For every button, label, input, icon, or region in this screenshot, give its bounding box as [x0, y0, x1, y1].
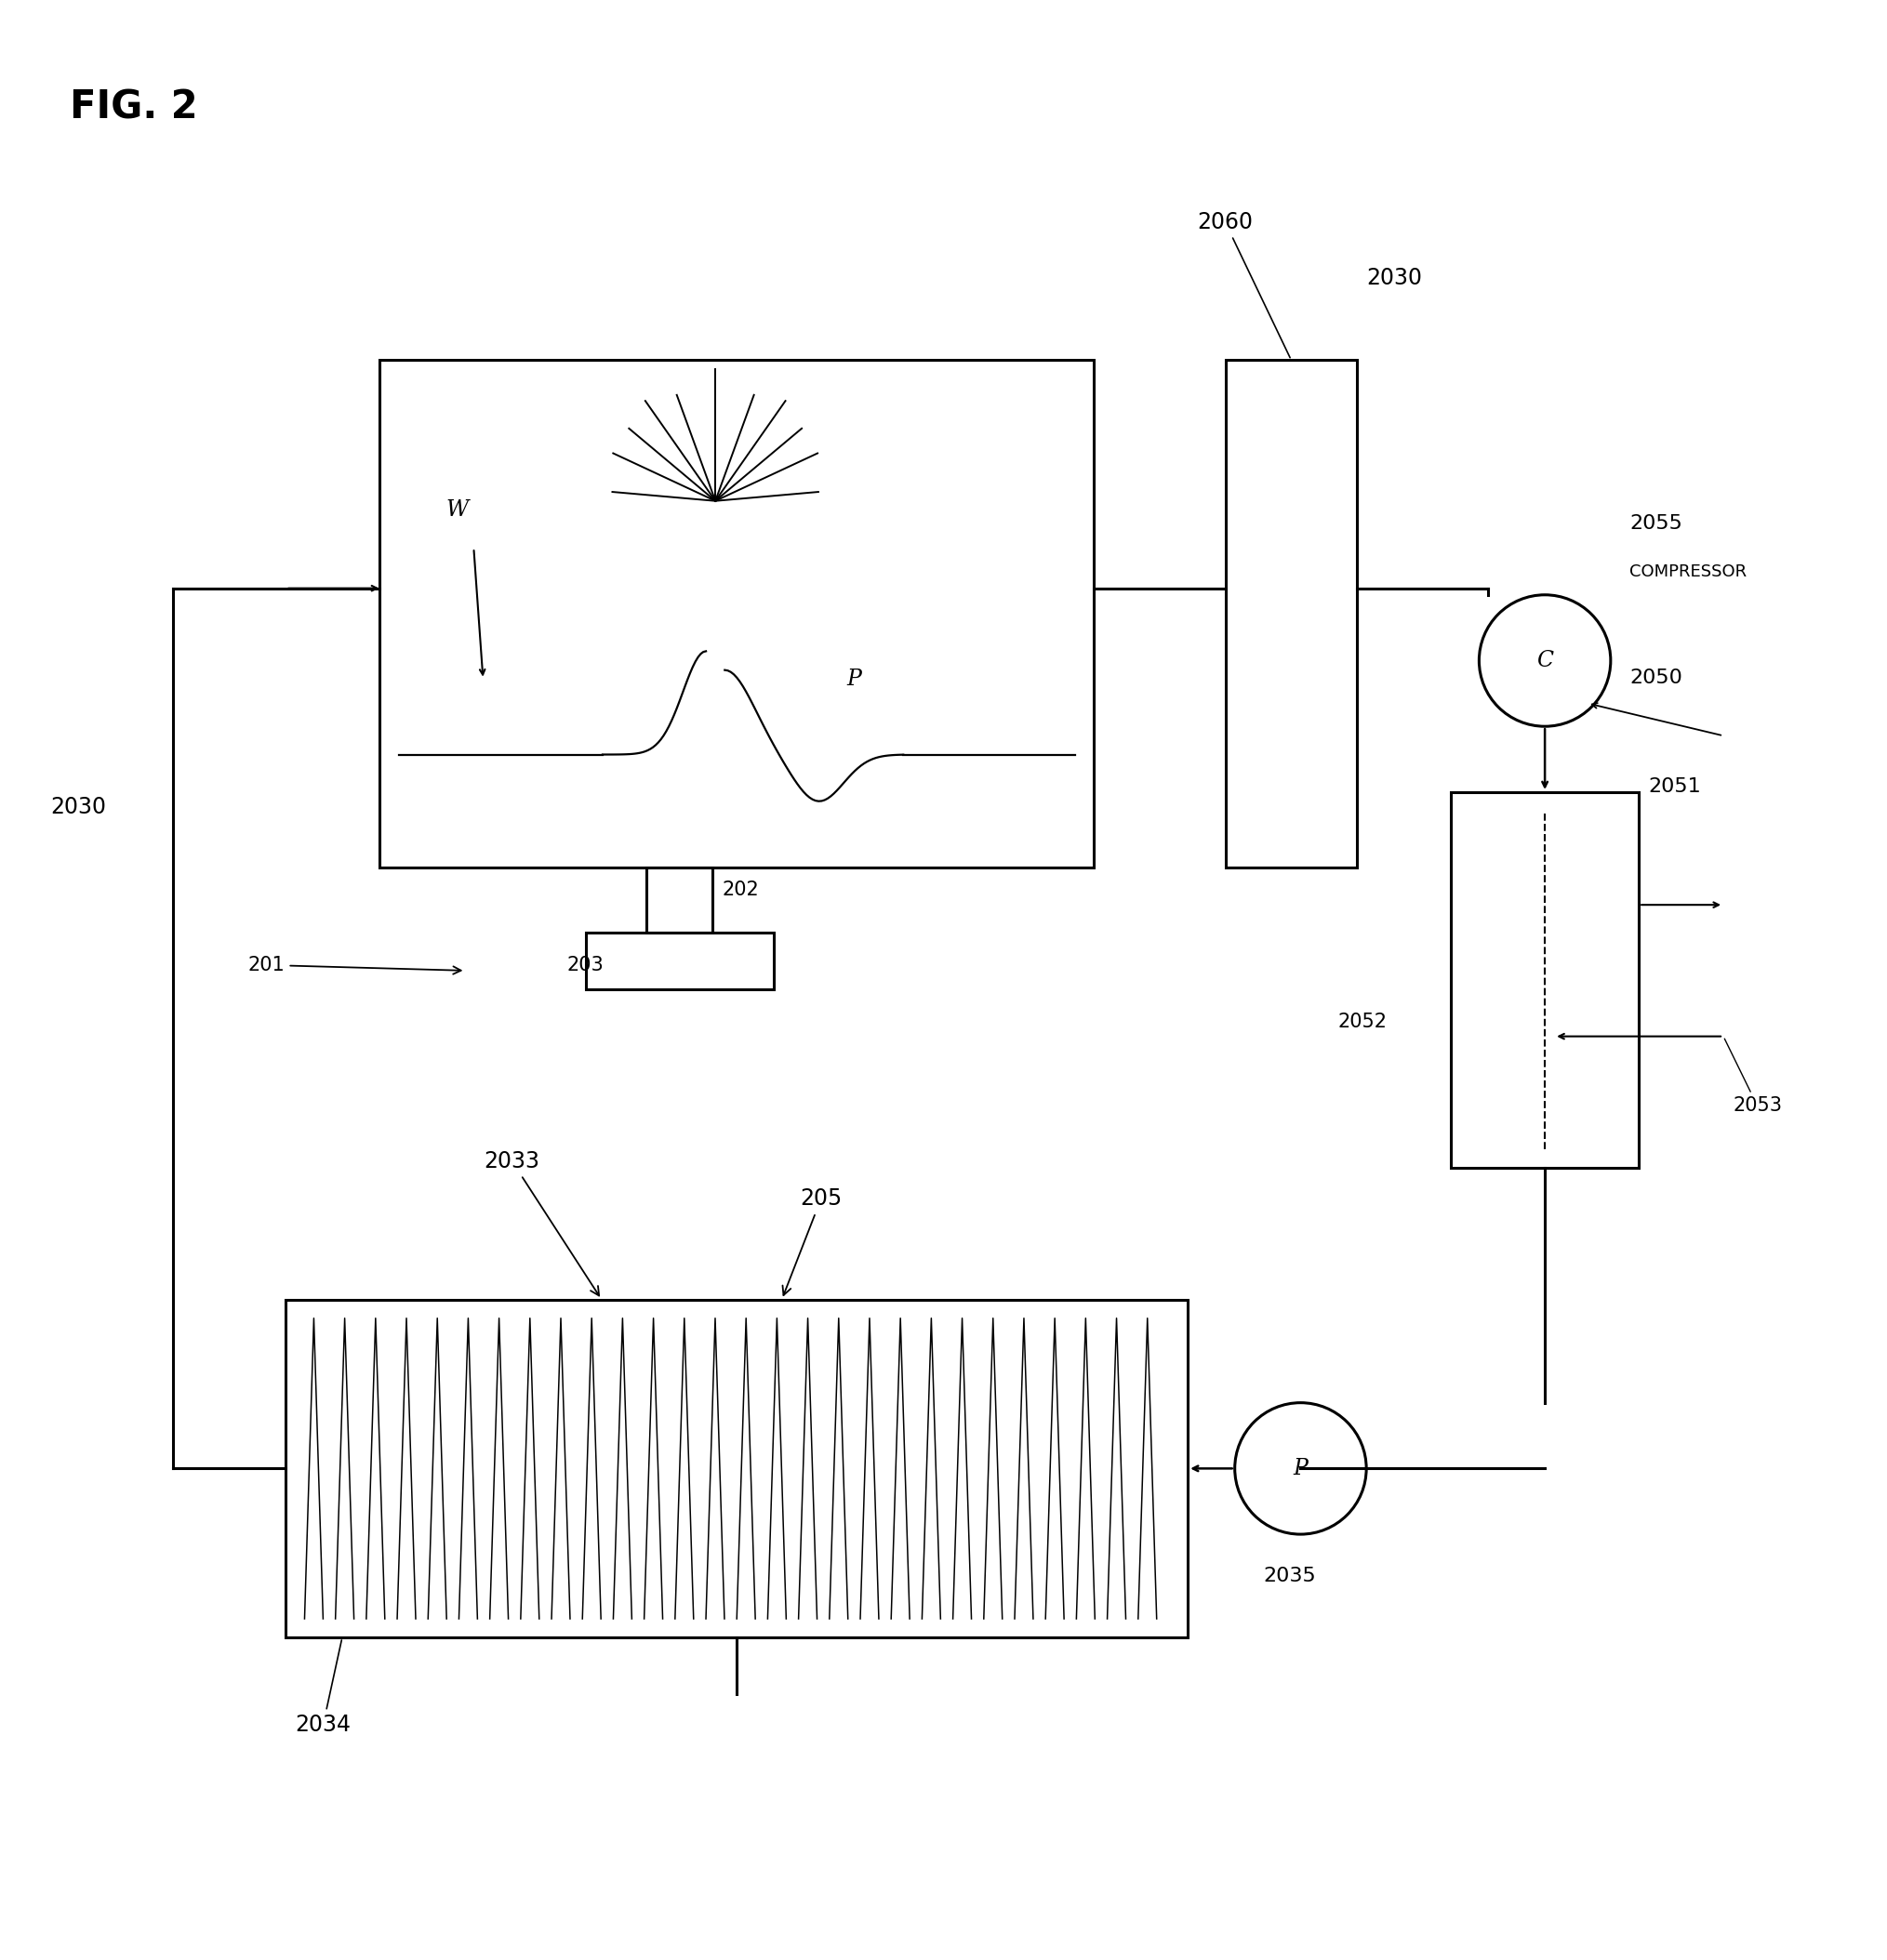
Text: C: C [1536, 651, 1553, 670]
Text: 205: 205 [783, 1188, 842, 1296]
Bar [585, 933, 774, 990]
Text: COMPRESSOR: COMPRESSOR [1630, 563, 1747, 580]
Bar [647, 866, 713, 933]
Text: 2055: 2055 [1630, 514, 1683, 533]
Text: P: P [1293, 1458, 1308, 1480]
Text: 2051: 2051 [1647, 778, 1700, 796]
Bar [1225, 361, 1357, 866]
Text: 201: 201 [249, 956, 460, 974]
Text: 2033: 2033 [485, 1151, 598, 1296]
Text: 2052: 2052 [1338, 1011, 1387, 1031]
Text: 2034: 2034 [294, 1641, 351, 1737]
Bar [379, 361, 1094, 866]
Text: 203: 203 [566, 956, 604, 974]
Text: P: P [847, 668, 862, 690]
Text: W: W [445, 500, 468, 521]
Bar [1451, 792, 1638, 1168]
Text: 2035: 2035 [1262, 1566, 1315, 1586]
Bar [285, 1299, 1187, 1637]
Text: 2030: 2030 [1366, 267, 1423, 290]
Text: 2053: 2053 [1725, 1039, 1781, 1115]
Text: 2030: 2030 [51, 796, 108, 819]
Text: FIG. 2: FIG. 2 [70, 88, 198, 127]
Text: 2050: 2050 [1630, 668, 1683, 686]
Text: 2060: 2060 [1196, 212, 1291, 357]
Circle shape [1479, 594, 1611, 727]
Circle shape [1234, 1403, 1366, 1535]
Text: 202: 202 [723, 880, 759, 900]
